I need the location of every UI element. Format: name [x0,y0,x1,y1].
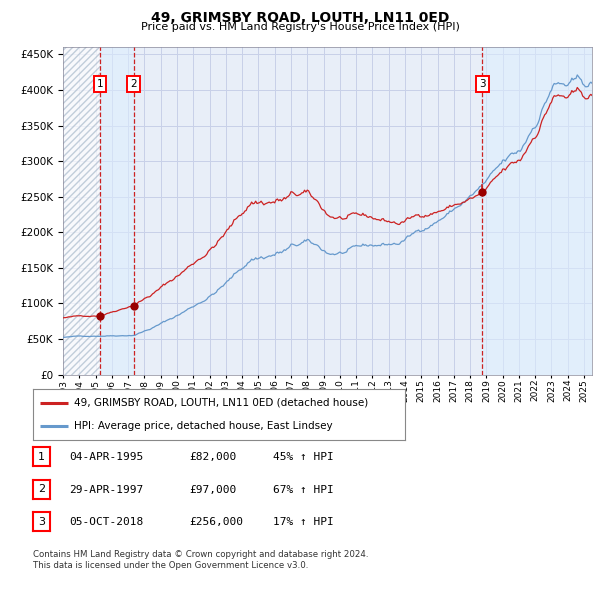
Text: 49, GRIMSBY ROAD, LOUTH, LN11 0ED: 49, GRIMSBY ROAD, LOUTH, LN11 0ED [151,11,449,25]
Text: Price paid vs. HM Land Registry's House Price Index (HPI): Price paid vs. HM Land Registry's House … [140,22,460,32]
Text: 04-APR-1995: 04-APR-1995 [69,453,143,462]
Text: 05-OCT-2018: 05-OCT-2018 [69,517,143,527]
Text: 3: 3 [38,517,45,526]
Text: 45% ↑ HPI: 45% ↑ HPI [273,453,334,462]
Bar [100,47,134,375]
Text: 17% ↑ HPI: 17% ↑ HPI [273,517,334,527]
Text: 2: 2 [38,484,45,494]
Text: This data is licensed under the Open Government Licence v3.0.: This data is licensed under the Open Gov… [33,561,308,570]
Text: 2: 2 [130,79,137,89]
Text: 67% ↑ HPI: 67% ↑ HPI [273,485,334,494]
Text: £82,000: £82,000 [189,453,236,462]
Text: 3: 3 [479,79,486,89]
Text: £256,000: £256,000 [189,517,243,527]
Text: 1: 1 [38,452,45,461]
Text: 1: 1 [97,79,103,89]
Text: Contains HM Land Registry data © Crown copyright and database right 2024.: Contains HM Land Registry data © Crown c… [33,550,368,559]
Text: HPI: Average price, detached house, East Lindsey: HPI: Average price, detached house, East… [74,421,332,431]
Text: £97,000: £97,000 [189,485,236,494]
Bar [482,47,592,375]
Bar [63,47,100,375]
Text: 29-APR-1997: 29-APR-1997 [69,485,143,494]
Text: 49, GRIMSBY ROAD, LOUTH, LN11 0ED (detached house): 49, GRIMSBY ROAD, LOUTH, LN11 0ED (detac… [74,398,368,408]
